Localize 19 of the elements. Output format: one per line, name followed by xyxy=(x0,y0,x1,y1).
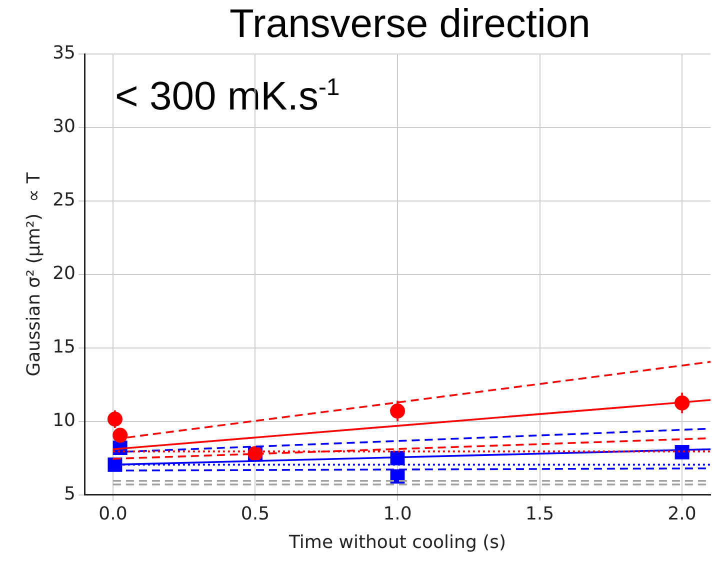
x-axis-title: Time without cooling (s) xyxy=(288,532,506,553)
x-tick-label: 1.5 xyxy=(525,503,554,524)
y-tick-label: 10 xyxy=(52,410,76,432)
y-tick-label: 30 xyxy=(52,116,76,138)
y-tick-label: 35 xyxy=(52,42,76,64)
x-tick-label: 0.0 xyxy=(98,503,128,524)
y-tick-label: 25 xyxy=(52,190,76,211)
chart-title: Transverse direction xyxy=(228,2,592,47)
point xyxy=(112,428,128,443)
annotation: < 300 mK.s$^{-1}$ xyxy=(115,74,340,120)
y-axis-title: Gaussian σ² (μm²) ∝ T xyxy=(23,171,44,376)
x-tick-label: 0.5 xyxy=(240,503,270,524)
y-tick-label: 5 xyxy=(64,483,76,504)
point xyxy=(107,412,122,427)
point xyxy=(390,404,405,419)
x-tick-label: 2.0 xyxy=(668,503,696,524)
x-tick-label: 1.0 xyxy=(383,503,412,524)
y-tick-label: 15 xyxy=(52,336,76,358)
y-tick-label: 20 xyxy=(52,263,76,284)
